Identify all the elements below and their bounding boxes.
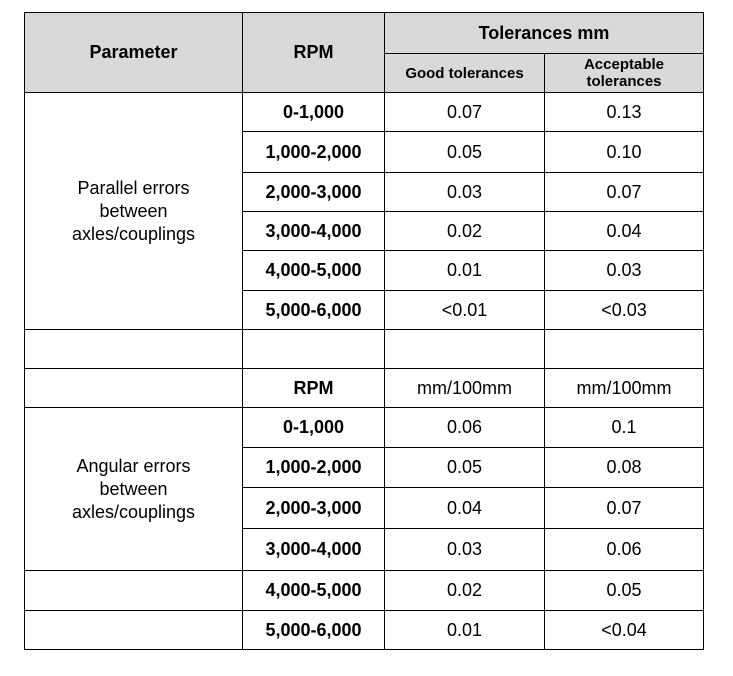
acceptable-tolerance-cell: 0.10 — [544, 131, 704, 173]
good-tolerance-cell: 0.07 — [384, 92, 545, 132]
acceptable-tolerance-cell: 0.13 — [544, 92, 704, 132]
table-row: Angular errors between axles/couplings 0… — [24, 407, 704, 571]
header-row: Parameter RPM Tolerances mm — [24, 12, 704, 93]
acceptable-tolerance-cell: 0.04 — [544, 211, 704, 251]
rpm-cell: 4,000-5,000 — [242, 570, 385, 611]
good-tolerance-cell: <0.01 — [384, 290, 545, 330]
angular-acceptable-unit: mm/100mm — [544, 368, 704, 408]
angular-label-line: between — [99, 478, 168, 499]
table-row: 5,000-6,000 0.01 <0.04 — [24, 610, 704, 650]
angular-errors-label: Angular errors between axles/couplings — [24, 407, 243, 571]
rpm-cell: 2,000-3,000 — [242, 172, 385, 212]
table-row: 1,000-2,000 0.05 0.10 — [25, 131, 704, 173]
parallel-label-line: axles/couplings — [71, 223, 196, 244]
rpm-cell: 3,000-4,000 — [242, 528, 385, 571]
rpm-cell: 5,000-6,000 — [242, 610, 385, 650]
rpm-cell: 5,000-6,000 — [242, 290, 385, 330]
acceptable-tolerance-cell: <0.04 — [544, 610, 704, 650]
good-tolerance-cell: 0.05 — [384, 447, 545, 488]
table-row: 2,000-3,000 0.04 0.07 — [25, 487, 704, 529]
header-subrow: Good tolerances Acceptable tolerances — [25, 53, 704, 93]
empty-cell — [242, 329, 385, 369]
angular-subheader-row: RPM mm/100mm mm/100mm — [24, 368, 704, 408]
table-row: 1,000-2,000 0.05 0.08 — [25, 447, 704, 488]
header-rpm: RPM — [242, 12, 385, 93]
header-acceptable-tolerances: Acceptable tolerances — [544, 53, 704, 93]
acceptable-tolerance-cell: <0.03 — [544, 290, 704, 330]
table-row: 3,000-4,000 0.02 0.04 — [25, 211, 704, 251]
rpm-cell: 2,000-3,000 — [242, 487, 385, 529]
rpm-cell: 0-1,000 — [242, 407, 385, 448]
acceptable-tolerance-cell: 0.05 — [544, 570, 704, 611]
good-tolerance-cell: 0.01 — [384, 610, 545, 650]
angular-rpm-header: RPM — [242, 368, 385, 408]
acceptable-tolerance-cell: 0.08 — [544, 447, 704, 488]
tolerance-table-wrapper: Parameter RPM Tolerances mm Good toleran… — [24, 12, 704, 650]
tolerance-table: Parameter RPM Tolerances mm Good toleran… — [24, 12, 704, 650]
good-tolerance-cell: 0.03 — [384, 172, 545, 212]
empty-cell — [24, 610, 243, 650]
parallel-label-line: between — [99, 200, 168, 221]
acceptable-tolerance-cell: 0.07 — [544, 487, 704, 529]
good-tolerance-cell: 0.03 — [384, 528, 545, 571]
good-tolerance-cell: 0.02 — [384, 570, 545, 611]
header-good-tolerances: Good tolerances — [384, 53, 545, 93]
rpm-cell: 1,000-2,000 — [242, 131, 385, 173]
empty-cell — [24, 329, 243, 369]
table-row: 3,000-4,000 0.03 0.06 — [25, 528, 704, 571]
table-row: Parallel errors between axles/couplings … — [24, 92, 704, 330]
angular-label-line: Angular errors — [76, 455, 191, 476]
rpm-cell: 3,000-4,000 — [242, 211, 385, 251]
table-row: 5,000-6,000 <0.01 <0.03 — [25, 290, 704, 330]
rpm-cell: 1,000-2,000 — [242, 447, 385, 488]
rpm-cell: 0-1,000 — [242, 92, 385, 132]
rpm-cell: 4,000-5,000 — [242, 250, 385, 291]
angular-label-line: axles/couplings — [71, 501, 196, 522]
acceptable-tolerance-cell: 0.06 — [544, 528, 704, 571]
parallel-label-line: Parallel errors — [77, 177, 190, 198]
empty-cell — [384, 329, 545, 369]
header-parameter: Parameter — [24, 12, 243, 93]
good-tolerance-cell: 0.02 — [384, 211, 545, 251]
good-tolerance-cell: 0.04 — [384, 487, 545, 529]
acceptable-tolerance-cell: 0.03 — [544, 250, 704, 291]
empty-cell — [24, 368, 243, 408]
acceptable-tolerance-cell: 0.07 — [544, 172, 704, 212]
good-tolerance-cell: 0.06 — [384, 407, 545, 448]
good-tolerance-cell: 0.05 — [384, 131, 545, 173]
header-acceptable-line1: Acceptable — [583, 56, 665, 73]
header-tolerances: Tolerances mm — [384, 12, 704, 54]
parallel-errors-label: Parallel errors between axles/couplings — [24, 92, 243, 330]
empty-cell — [544, 329, 704, 369]
empty-cell — [24, 570, 243, 611]
table-row: 4,000-5,000 0.02 0.05 — [24, 570, 704, 611]
acceptable-tolerance-cell: 0.1 — [544, 407, 704, 448]
good-tolerance-cell: 0.01 — [384, 250, 545, 291]
header-acceptable-line2: tolerances — [586, 73, 662, 90]
empty-row — [24, 329, 704, 369]
angular-good-unit: mm/100mm — [384, 368, 545, 408]
